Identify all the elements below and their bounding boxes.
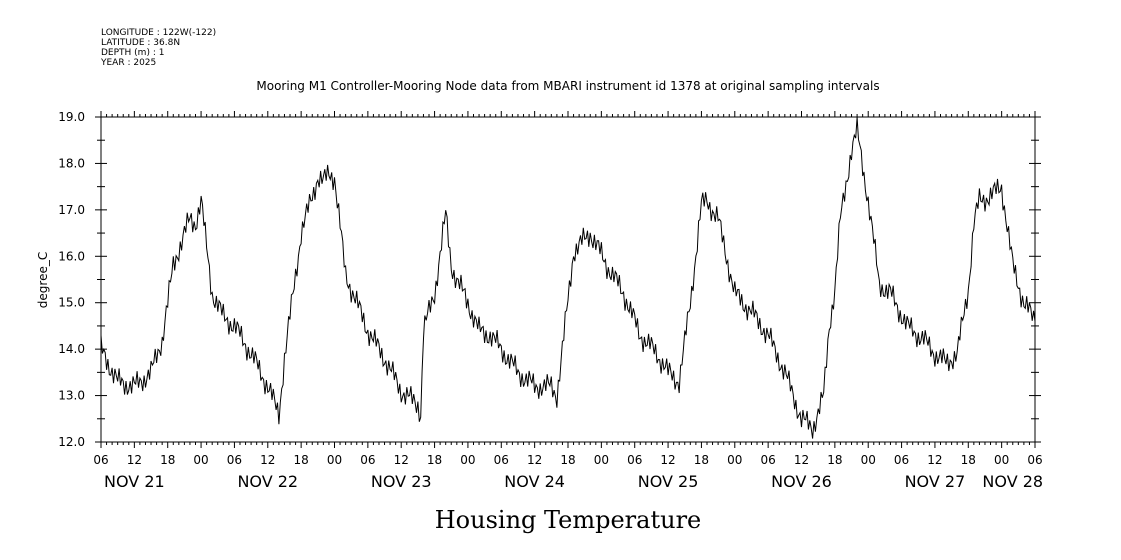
y-tick-label: 18.0 — [58, 156, 85, 170]
y-tick-label: 15.0 — [58, 296, 85, 310]
bottom-title: Housing Temperature — [435, 506, 702, 534]
x-tick-label: 12 — [394, 453, 409, 467]
year-label: YEAR : 2025 — [100, 58, 156, 68]
y-tick-label: 13.0 — [58, 389, 85, 403]
depth-label: DEPTH (m) : 1 — [101, 48, 164, 58]
y-tick-label: 16.0 — [58, 249, 85, 263]
x-tick-label: 00 — [994, 453, 1009, 467]
x-tick-label: 18 — [694, 453, 709, 467]
x-tick-label: 12 — [527, 453, 542, 467]
x-tick-label: 00 — [594, 453, 609, 467]
x-tick-label: 18 — [827, 453, 842, 467]
x-date-label: NOV 24 — [504, 472, 565, 491]
x-tick-label: 18 — [427, 453, 442, 467]
y-axis-label: degree_C — [36, 252, 50, 308]
x-tick-label: 18 — [560, 453, 575, 467]
x-date-label: NOV 27 — [905, 472, 966, 491]
x-tick-label: 12 — [660, 453, 675, 467]
y-axis: 12.0 13.0 14.0 15.0 16.0 17.0 18.0 19.0 — [58, 110, 1041, 449]
x-axis: 06 12 18 00 06 12 18 00 06 12 18 00 06 12 18 00 06 12 18 00… — [93, 111, 1043, 491]
y-tick-label: 17.0 — [58, 203, 85, 217]
x-tick-label: 06 — [93, 453, 108, 467]
series-group — [100, 117, 1036, 439]
x-tick-label: 12 — [794, 453, 809, 467]
chart-title: Mooring M1 Controller-Mooring Node data … — [256, 79, 879, 93]
series-line-0 — [100, 117, 1036, 439]
x-tick-label: 00 — [861, 453, 876, 467]
x-tick-label: 06 — [1027, 453, 1042, 467]
x-date-label: NOV 21 — [104, 472, 165, 491]
x-date-label: NOV 25 — [638, 472, 699, 491]
x-tick-label: 00 — [193, 453, 208, 467]
latitude-label: LATITUDE : 36.8N — [101, 38, 180, 48]
x-tick-label: 06 — [227, 453, 242, 467]
x-date-label: NOV 22 — [237, 472, 298, 491]
y-tick-label: 14.0 — [58, 342, 85, 356]
x-tick-label: 06 — [894, 453, 909, 467]
y-tick-label: 19.0 — [58, 110, 85, 124]
x-tick-label: 12 — [927, 453, 942, 467]
x-tick-label: 00 — [327, 453, 342, 467]
x-tick-label: 06 — [627, 453, 642, 467]
x-tick-label: 06 — [494, 453, 509, 467]
x-tick-label: 12 — [127, 453, 142, 467]
x-tick-label: 12 — [260, 453, 275, 467]
x-tick-label: 18 — [294, 453, 309, 467]
y-tick-label: 12.0 — [58, 435, 85, 449]
x-date-label: NOV 28 — [982, 472, 1043, 491]
plot-frame — [100, 116, 1036, 443]
x-tick-label: 06 — [761, 453, 776, 467]
x-tick-label: 06 — [360, 453, 375, 467]
x-tick-label: 18 — [961, 453, 976, 467]
x-tick-label: 18 — [160, 453, 175, 467]
x-tick-label: 00 — [727, 453, 742, 467]
x-date-label: NOV 26 — [771, 472, 832, 491]
x-tick-label: 00 — [460, 453, 475, 467]
longitude-label: LONGITUDE : 122W(-122) — [101, 28, 216, 38]
x-date-label: NOV 23 — [371, 472, 432, 491]
